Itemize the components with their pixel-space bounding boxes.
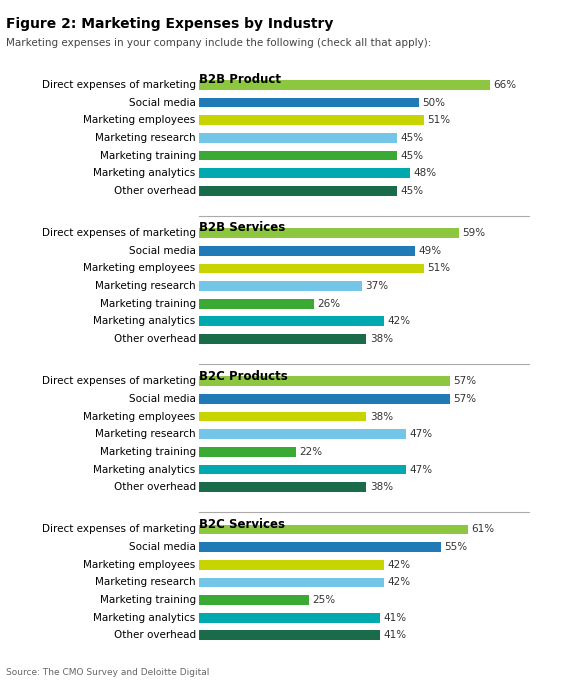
Text: Marketing employees: Marketing employees [84, 411, 196, 421]
Bar [199, 151, 397, 160]
Text: 66%: 66% [493, 80, 516, 90]
Text: 57%: 57% [453, 376, 477, 386]
Text: Marketing research: Marketing research [95, 578, 196, 587]
Text: 45%: 45% [401, 186, 424, 196]
Text: 42%: 42% [387, 560, 411, 569]
Text: 48%: 48% [414, 168, 437, 178]
Bar [199, 595, 309, 605]
Bar [199, 334, 366, 344]
Text: Marketing analytics: Marketing analytics [93, 612, 196, 623]
Text: 51%: 51% [427, 263, 450, 273]
Text: 26%: 26% [317, 299, 340, 309]
Text: Marketing analytics: Marketing analytics [93, 168, 196, 178]
Text: 41%: 41% [383, 630, 406, 640]
Text: 37%: 37% [365, 281, 389, 291]
Text: Direct expenses of marketing: Direct expenses of marketing [42, 228, 196, 238]
Text: Direct expenses of marketing: Direct expenses of marketing [42, 376, 196, 386]
Text: 45%: 45% [401, 151, 424, 160]
Text: 61%: 61% [471, 524, 494, 535]
Bar [199, 168, 410, 178]
Bar [199, 630, 380, 640]
Bar [199, 246, 415, 256]
Bar [199, 299, 314, 308]
Bar [199, 464, 406, 475]
Text: Direct expenses of marketing: Direct expenses of marketing [42, 80, 196, 90]
Text: Marketing research: Marketing research [95, 281, 196, 291]
Bar [199, 228, 459, 238]
Text: 51%: 51% [427, 115, 450, 125]
Text: Other overhead: Other overhead [113, 334, 196, 344]
Text: 57%: 57% [453, 394, 477, 404]
Text: Marketing training: Marketing training [100, 151, 196, 160]
Text: Direct expenses of marketing: Direct expenses of marketing [42, 524, 196, 535]
Text: Social media: Social media [129, 98, 196, 108]
Bar [199, 263, 423, 273]
Bar [199, 524, 468, 534]
Bar [199, 133, 397, 143]
Text: 50%: 50% [423, 98, 446, 108]
Text: 25%: 25% [313, 595, 336, 605]
Text: Marketing employees: Marketing employees [84, 115, 196, 125]
Text: 45%: 45% [401, 133, 424, 143]
Text: 22%: 22% [299, 447, 323, 457]
Bar [199, 613, 380, 623]
Bar [199, 186, 397, 196]
Text: Marketing training: Marketing training [100, 595, 196, 605]
Text: B2B Product: B2B Product [199, 73, 281, 87]
Text: 59%: 59% [462, 228, 485, 238]
Bar [199, 394, 450, 404]
Text: Marketing research: Marketing research [95, 133, 196, 143]
Text: Other overhead: Other overhead [113, 186, 196, 196]
Text: Other overhead: Other overhead [113, 630, 196, 640]
Bar [199, 560, 384, 569]
Text: Marketing analytics: Marketing analytics [93, 464, 196, 475]
Text: B2C Products: B2C Products [199, 370, 288, 383]
Bar [199, 482, 366, 492]
Text: 42%: 42% [387, 316, 411, 326]
Text: Other overhead: Other overhead [113, 482, 196, 492]
Bar [199, 578, 384, 587]
Text: 42%: 42% [387, 578, 411, 587]
Bar [199, 281, 362, 291]
Bar [199, 115, 423, 125]
Text: Figure 2: Marketing Expenses by Industry: Figure 2: Marketing Expenses by Industry [6, 17, 333, 31]
Bar [199, 80, 489, 90]
Text: B2B Services: B2B Services [199, 222, 286, 235]
Bar [199, 430, 406, 439]
Text: Marketing employees: Marketing employees [84, 263, 196, 273]
Text: 47%: 47% [410, 464, 432, 475]
Text: 49%: 49% [418, 246, 442, 256]
Text: Marketing expenses in your company include the following (check all that apply):: Marketing expenses in your company inclu… [6, 38, 431, 48]
Bar [199, 316, 384, 326]
Text: 38%: 38% [370, 482, 393, 492]
Text: Social media: Social media [129, 542, 196, 552]
Text: 38%: 38% [370, 411, 393, 421]
Bar [199, 542, 441, 552]
Text: Marketing training: Marketing training [100, 299, 196, 309]
Text: B2C Services: B2C Services [199, 518, 285, 531]
Text: Marketing training: Marketing training [100, 447, 196, 457]
Text: Marketing research: Marketing research [95, 429, 196, 439]
Text: Marketing employees: Marketing employees [84, 560, 196, 569]
Text: Social media: Social media [129, 246, 196, 256]
Text: 47%: 47% [410, 429, 432, 439]
Text: 55%: 55% [445, 542, 468, 552]
Text: 41%: 41% [383, 612, 406, 623]
Text: 38%: 38% [370, 334, 393, 344]
Text: Social media: Social media [129, 394, 196, 404]
Text: Marketing analytics: Marketing analytics [93, 316, 196, 326]
Bar [199, 447, 296, 457]
Text: Source: The CMO Survey and Deloitte Digital: Source: The CMO Survey and Deloitte Digi… [6, 668, 209, 677]
Bar [199, 376, 450, 386]
Bar [199, 98, 419, 108]
Bar [199, 412, 366, 421]
